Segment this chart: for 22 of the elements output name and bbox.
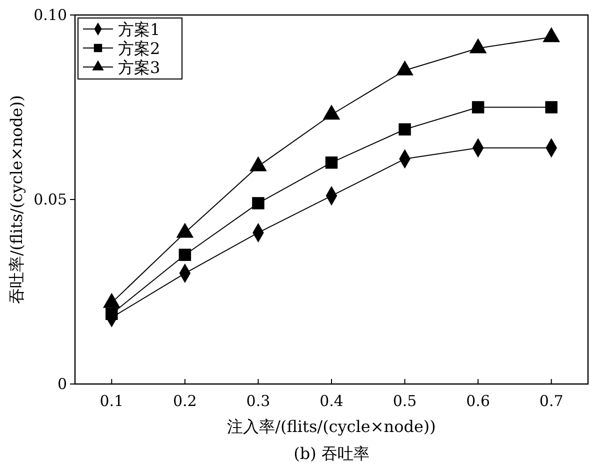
point	[178, 248, 192, 261]
point	[472, 101, 484, 114]
legend-label: 方案2	[118, 39, 160, 58]
legend-label: 方案1	[118, 20, 160, 39]
y-tick-label: 0.10	[34, 6, 67, 24]
x-tick-label: 0.1	[100, 392, 124, 410]
x-tick-label: 0.3	[246, 392, 270, 410]
x-tick-label: 0.5	[392, 392, 417, 410]
y-tick-label: 0	[57, 375, 67, 393]
text: (b) 吞吐率	[294, 444, 370, 463]
point	[398, 123, 411, 136]
y-tick-label: 0.05	[34, 190, 67, 208]
x-axis-title: 注入率/(flits/(cycle×node))	[227, 417, 436, 436]
point	[325, 156, 338, 169]
x-tick-label: 0.6	[466, 392, 490, 410]
legend-label: 方案3	[118, 58, 160, 77]
point	[252, 197, 264, 210]
x-tick-label: 0.7	[539, 392, 564, 410]
x-tick-label: 0.4	[320, 392, 344, 410]
y-axis-title: 吞吐率/(flits/(cycle×node))	[7, 95, 26, 304]
x-tick-label: 0.2	[173, 392, 197, 410]
point	[545, 101, 558, 114]
